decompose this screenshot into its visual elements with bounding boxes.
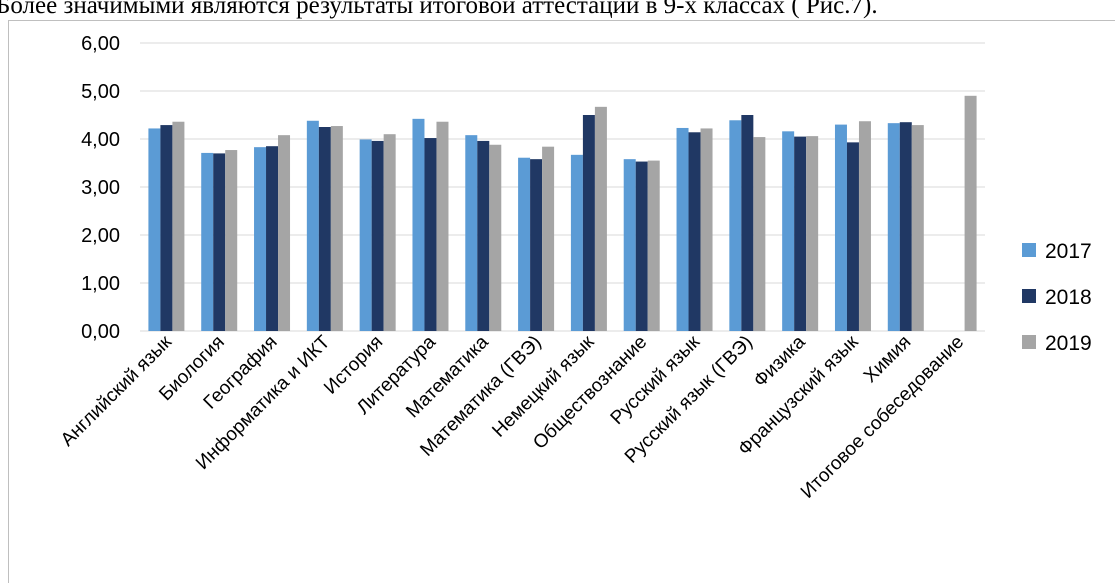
legend-swatch-2017 [1022,243,1036,257]
bar-2017 [834,124,847,331]
bar-2017 [254,147,267,331]
y-tick-label: 4,00 [81,129,120,151]
bar-2017 [359,139,372,331]
legend-label-2017: 2017 [1045,240,1092,263]
y-tick-label: 0,00 [81,321,120,343]
legend-label-2018: 2018 [1045,286,1092,309]
bar-2019 [225,150,238,331]
document-caption: Более значимыми являются результаты итог… [0,0,878,19]
y-tick-label: 5,00 [81,81,120,103]
bar-2019 [278,135,291,331]
bar-2017 [729,120,742,331]
bar-2018 [213,153,226,331]
y-tick-label: 3,00 [81,177,120,199]
bar-2019 [700,128,713,331]
bar-2019 [858,121,871,332]
bar-2019 [806,136,819,331]
bar-2018 [424,138,437,331]
bar-2019 [383,134,396,331]
legend-swatch-2019 [1022,335,1036,349]
bar-2017 [465,135,478,331]
bar-2018 [846,142,859,331]
bar-2019 [753,137,766,331]
y-tick-label: 1,00 [81,273,120,295]
bar-2019 [594,106,607,331]
bar-2017 [676,127,689,332]
bar-2018 [530,159,543,331]
bar-2017 [412,118,425,331]
bar-2019 [964,95,977,331]
bar-2018 [371,140,384,331]
bar-2018 [794,136,807,331]
bar-2017 [306,120,319,331]
bar-2019 [172,121,185,331]
bar-2018 [635,161,648,331]
bar-2017 [518,157,531,331]
y-tick-label: 6,00 [81,33,120,55]
bar-2018 [741,115,754,331]
bar-2018 [899,122,912,331]
bar-2017 [623,159,636,331]
chart-frame [8,20,1115,583]
bar-2017 [148,128,161,331]
bar-2019 [436,121,449,331]
bar-2018 [582,115,595,331]
bar-2018 [318,127,331,331]
bar-2018 [160,125,173,331]
bar-2017 [570,154,583,331]
y-tick-label: 2,00 [81,225,120,247]
bar-2019 [330,126,343,331]
bar-2019 [489,144,502,331]
bar-2017 [887,123,900,331]
bar-2017 [201,152,214,331]
bar-2018 [266,146,279,331]
legend-swatch-2018 [1022,289,1036,303]
bar-2019 [647,160,660,331]
legend-label-2019: 2019 [1045,332,1092,355]
bar-2017 [782,131,795,331]
bar-2019 [542,146,555,331]
bar-2018 [688,132,701,331]
bar-2019 [911,125,924,331]
bar-2018 [477,140,490,331]
